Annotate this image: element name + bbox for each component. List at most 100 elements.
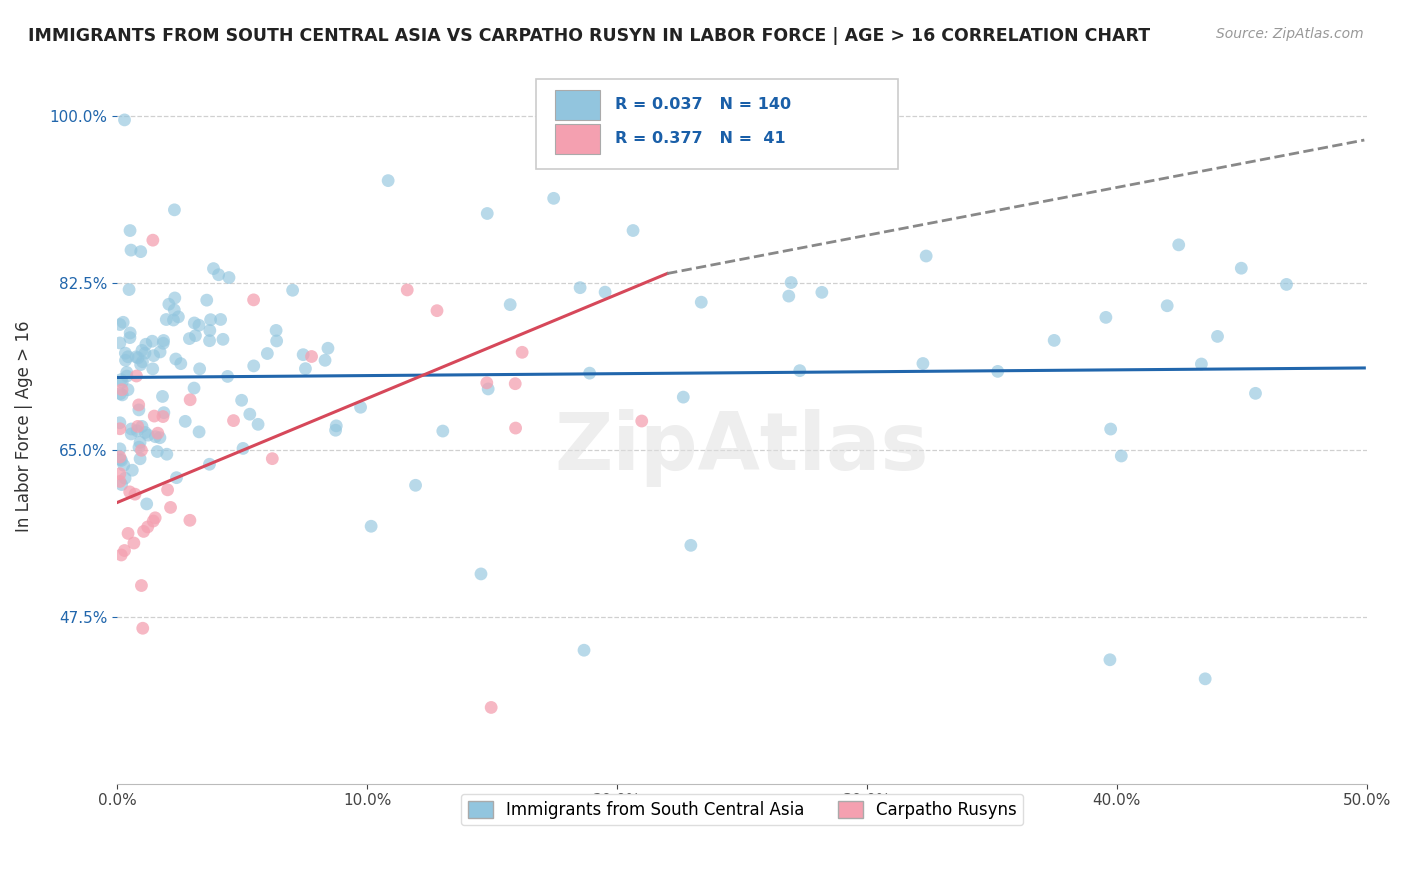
Text: R = 0.377   N =  41: R = 0.377 N = 41 [614,131,786,146]
FancyBboxPatch shape [555,90,600,120]
Point [778,289,800,303]
Point [593,285,616,300]
Point [247,417,270,432]
Point [179,513,201,527]
Point [281,283,304,297]
Point [179,392,201,407]
Legend: Immigrants from South Central Asia, Carpatho Rusyns: Immigrants from South Central Asia, Carp… [461,794,1024,825]
Point [789,364,811,378]
Point [141,334,163,349]
Point [149,431,172,445]
Point [128,403,150,417]
Point [114,471,136,485]
Point [630,414,652,428]
Point [1230,261,1253,276]
Point [117,350,139,364]
Point [1156,299,1178,313]
Point [131,355,153,369]
Point [146,426,169,441]
Point [131,443,153,458]
Point [156,447,179,461]
Point [621,223,644,237]
Point [396,283,419,297]
Point [127,419,149,434]
Point [543,191,565,205]
Point [679,538,702,552]
Point [405,478,427,492]
Point [114,353,136,368]
Point [134,425,156,440]
Point [118,283,141,297]
Point [131,578,153,592]
Point [153,406,176,420]
Point [152,336,174,351]
Point [110,477,132,491]
Point [127,424,149,438]
Point [110,452,132,467]
Point [129,451,152,466]
Point [110,386,132,401]
Point [503,376,526,391]
Y-axis label: In Labor Force | Age > 16: In Labor Force | Age > 16 [15,320,32,532]
Point [124,487,146,501]
Point [188,425,211,439]
Point [780,276,803,290]
Point [145,430,167,444]
Point [112,458,135,473]
Point [183,316,205,330]
Point [232,442,254,456]
Point [118,223,141,237]
Point [578,366,600,380]
Text: R = 0.037   N = 140: R = 0.037 N = 140 [614,97,790,112]
Point [146,444,169,458]
Point [163,291,186,305]
Point [152,389,174,403]
Point [117,526,139,541]
Point [142,233,165,247]
Point [131,419,153,434]
Point [108,450,131,464]
Point [129,435,152,450]
Point [136,428,159,442]
Point [479,700,502,714]
Point [198,457,221,471]
Point [426,303,449,318]
Point [131,343,153,358]
Point [111,375,134,389]
Point [179,332,201,346]
Point [672,390,695,404]
Point [128,440,150,454]
Point [242,293,264,307]
Point [120,326,142,340]
Point [143,511,166,525]
Point [325,418,347,433]
Point [325,423,347,437]
Point [174,414,197,428]
Point [117,383,139,397]
Point [120,243,142,257]
Point [1111,449,1133,463]
Point [129,358,152,372]
Point [1206,329,1229,343]
Point [134,346,156,360]
Point [183,381,205,395]
Point [132,621,155,635]
Point [217,369,239,384]
Point [1194,672,1216,686]
Point [125,350,148,364]
Point [316,341,339,355]
Point [1244,386,1267,401]
Point [202,261,225,276]
Point [108,467,131,481]
Point [108,416,131,430]
Point [111,383,134,397]
Point [110,548,132,562]
Point [239,407,262,421]
Text: IMMIGRANTS FROM SOUTH CENTRAL ASIA VS CARPATHO RUSYN IN LABOR FORCE | AGE > 16 C: IMMIGRANTS FROM SOUTH CENTRAL ASIA VS CA… [28,27,1150,45]
Point [1098,653,1121,667]
Point [1167,238,1189,252]
Point [292,348,315,362]
Point [167,310,190,324]
Point [1043,334,1066,348]
Point [911,357,934,371]
